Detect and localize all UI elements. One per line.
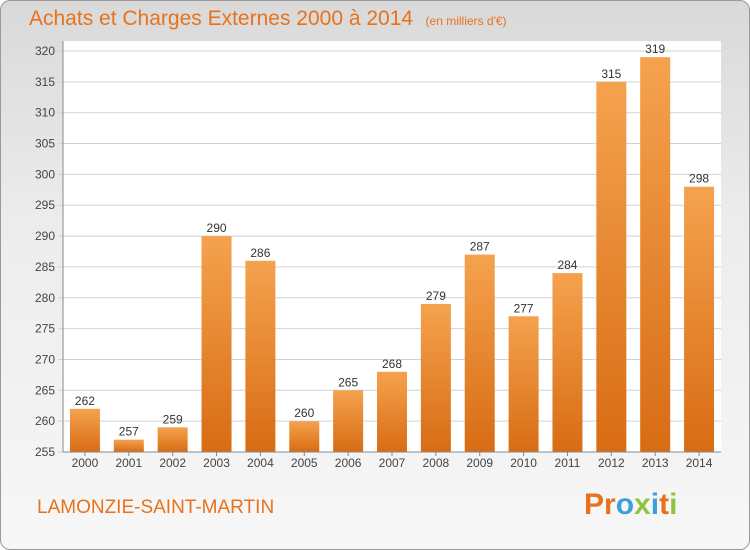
y-tick-label: 310 xyxy=(35,106,55,120)
bar xyxy=(552,273,583,452)
x-tick-label: 2010 xyxy=(510,456,537,470)
bar xyxy=(289,421,320,452)
bar-value-label: 319 xyxy=(645,42,665,56)
bar xyxy=(508,316,539,452)
x-tick-label: 2003 xyxy=(203,456,230,470)
x-tick-label: 2013 xyxy=(642,456,669,470)
x-tick-label: 2014 xyxy=(686,456,713,470)
bar xyxy=(157,427,188,452)
x-tick-label: 2008 xyxy=(423,456,450,470)
bar-value-label: 265 xyxy=(338,375,358,389)
bar-value-label: 262 xyxy=(75,394,95,408)
x-tick-label: 2000 xyxy=(72,456,99,470)
bar-value-label: 279 xyxy=(426,289,446,303)
x-tick-label: 2006 xyxy=(335,456,362,470)
logo-letter: P xyxy=(584,488,605,521)
chart-unit: (en milliers d'€) xyxy=(425,14,507,28)
y-tick-label: 300 xyxy=(35,167,55,181)
y-tick-label: 290 xyxy=(35,229,55,243)
y-tick-label: 295 xyxy=(35,198,55,212)
bar-value-label: 277 xyxy=(514,301,534,315)
x-tick-label: 2007 xyxy=(379,456,406,470)
bar xyxy=(596,81,627,452)
y-tick-label: 270 xyxy=(35,352,55,366)
bar-value-label: 260 xyxy=(294,406,314,420)
bar xyxy=(464,254,495,452)
x-tick-label: 2009 xyxy=(466,456,493,470)
bar-value-label: 290 xyxy=(207,221,227,235)
x-tick-label: 2011 xyxy=(555,456,581,470)
y-tick-label: 255 xyxy=(35,445,55,459)
bar xyxy=(245,260,276,452)
y-tick-label: 275 xyxy=(35,322,55,336)
x-tick-label: 2002 xyxy=(159,456,186,470)
bar-value-label: 268 xyxy=(382,357,402,371)
bar-value-label: 286 xyxy=(250,246,270,260)
logo-letter: i xyxy=(650,488,660,521)
x-tick-label: 2001 xyxy=(115,456,142,470)
bar-value-label: 257 xyxy=(119,425,139,439)
y-tick-label: 305 xyxy=(35,137,55,151)
bar xyxy=(113,439,144,452)
bar-value-label: 284 xyxy=(557,258,577,272)
logo-letter: r xyxy=(604,488,616,521)
x-tick-label: 2004 xyxy=(247,456,274,470)
y-tick-label: 285 xyxy=(35,260,55,274)
bar xyxy=(69,408,100,452)
logo-letter: o xyxy=(615,488,635,521)
y-tick-label: 320 xyxy=(35,44,55,58)
chart-title: Achats et Charges Externes 2000 à 2014 xyxy=(29,7,414,30)
proxiti-logo[interactable]: Proxiti xyxy=(584,488,677,522)
bar-value-label: 287 xyxy=(470,240,490,254)
y-tick-label: 280 xyxy=(35,291,55,305)
y-tick-label: 315 xyxy=(35,75,55,89)
title-row: Achats et Charges Externes 2000 à 2014 (… xyxy=(29,7,507,31)
logo-letter: i xyxy=(669,488,678,521)
y-tick-label: 260 xyxy=(35,414,55,428)
bar-value-label: 259 xyxy=(163,412,183,426)
bar xyxy=(377,371,407,452)
bar xyxy=(640,57,671,453)
x-tick-label: 2012 xyxy=(598,456,625,470)
logo-letter: x xyxy=(634,488,651,521)
y-tick-label: 265 xyxy=(35,383,55,397)
bar xyxy=(684,186,715,452)
bar-value-label: 315 xyxy=(601,67,621,81)
logo-letter: t xyxy=(659,488,670,521)
bar xyxy=(201,236,232,452)
x-tick-label: 2005 xyxy=(291,456,318,470)
bar xyxy=(420,303,451,452)
bar-value-label: 298 xyxy=(689,172,709,186)
bar xyxy=(333,390,364,452)
commune-name: LAMONZIE-SAINT-MARTIN xyxy=(37,497,275,518)
